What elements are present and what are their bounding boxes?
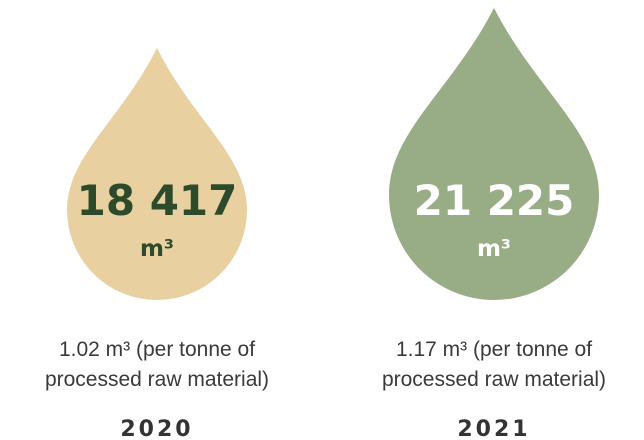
caption-line: 1.17 m³ (per tonne of	[396, 338, 592, 361]
drop-2021	[389, 8, 599, 300]
unit: m³	[140, 236, 174, 262]
value: 18 417	[77, 176, 238, 225]
caption-line: 1.02 m³ (per tonne of	[59, 338, 255, 361]
caption-line: processed raw material)	[382, 368, 606, 391]
drop-2020	[67, 48, 247, 300]
year: 2021	[457, 417, 530, 440]
value: 21 225	[414, 176, 575, 225]
year: 2020	[120, 417, 193, 440]
unit: m³	[477, 236, 511, 262]
caption-line: processed raw material)	[45, 368, 269, 391]
